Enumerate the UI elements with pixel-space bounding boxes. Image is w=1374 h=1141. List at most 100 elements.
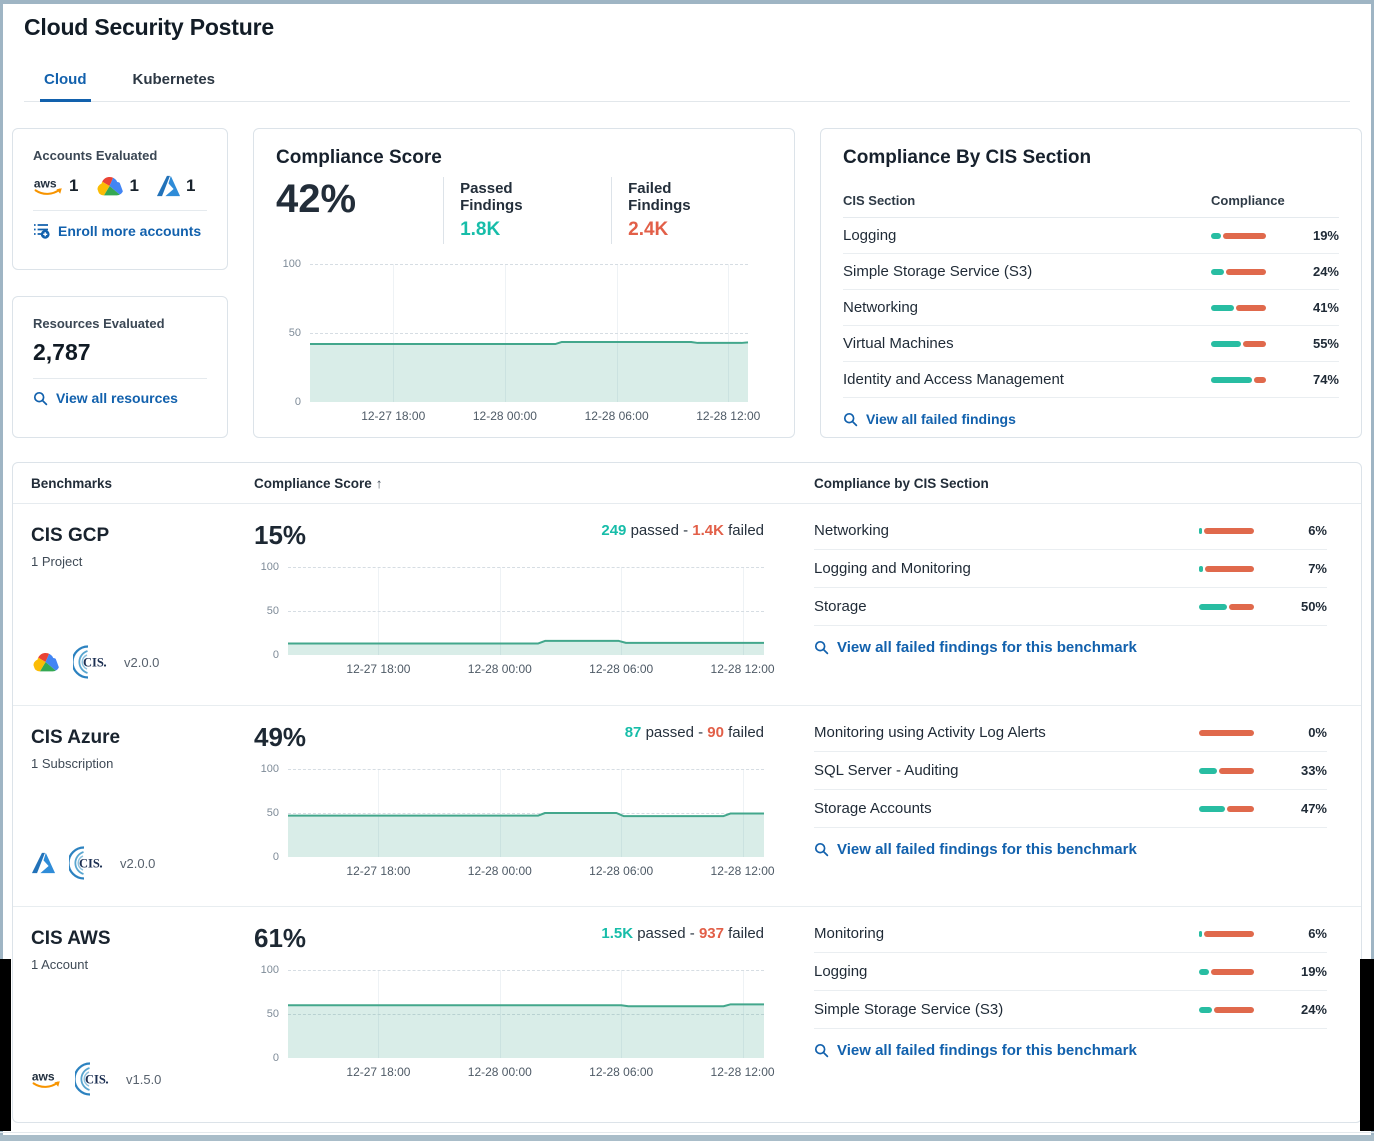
- benchmark-score: 61%: [254, 923, 307, 953]
- svg-text:CIS: CIS: [85, 1073, 106, 1087]
- benchmark-section-row: Networking 6%: [814, 512, 1327, 550]
- benchmark-section-row: Storage 50%: [814, 588, 1327, 626]
- compliance-bar: [1199, 805, 1254, 812]
- compliance-bar: [1211, 304, 1266, 311]
- benchmark-name: CIS AWS: [31, 928, 111, 949]
- aws-count: 1: [69, 176, 79, 195]
- compliance-score-title: Compliance Score: [276, 147, 442, 168]
- window-bottom-border: [0, 1135, 1374, 1141]
- search-icon: [814, 842, 829, 857]
- benchmark-section-row: Logging and Monitoring 7%: [814, 550, 1327, 588]
- benchmark-pass-fail: 249 passed - 1.4K failed: [601, 522, 764, 539]
- enroll-more-accounts-link[interactable]: Enroll more accounts: [33, 222, 207, 239]
- compliance-score-card: Compliance Score 42% Passed Findings 1.8…: [253, 128, 795, 438]
- benchmark-score: 15%: [254, 520, 307, 550]
- failed-findings-value: 2.4K: [628, 219, 669, 240]
- view-all-failed-findings-link[interactable]: View all failed findings: [843, 411, 1339, 427]
- compliance-bar: [1199, 527, 1254, 534]
- benchmark-version: v2.0.0: [124, 654, 160, 670]
- screen-edge-artifact-right: [1360, 959, 1374, 1131]
- passed-findings-value: 1.8K: [460, 219, 501, 240]
- cis-section-row-iam: Identity and Access Management 74%: [843, 362, 1339, 398]
- svg-text:CIS: CIS: [83, 656, 104, 670]
- cis-benchmark-logo-icon: CIS: [75, 1060, 113, 1098]
- compliance-score-value: 42%: [276, 177, 357, 221]
- compliance-bar: [1199, 603, 1254, 610]
- cis-benchmark-logo-icon: CIS: [69, 844, 107, 882]
- benchmark-row-cis-gcp: CIS GCP 1 Project CIS v2.0.0 15%: [13, 504, 1361, 705]
- compliance-bar: [1199, 729, 1254, 736]
- svg-text:CIS: CIS: [79, 857, 100, 871]
- aws-account-count: aws 1: [33, 176, 79, 197]
- compliance-bar: [1199, 1006, 1254, 1013]
- resources-evaluated-card: Resources Evaluated 2,787 View all resou…: [12, 296, 228, 438]
- aws-logo-icon: aws: [33, 176, 64, 197]
- compliance-bar: [1211, 376, 1266, 383]
- benchmark-score: 49%: [254, 722, 307, 752]
- benchmark-scope: 1 Subscription: [31, 756, 114, 771]
- benchmark-scope: 1 Project: [31, 554, 83, 569]
- view-failed-findings-benchmark-link[interactable]: View all failed findings for this benchm…: [814, 841, 1327, 858]
- passed-findings-label: Passed Findings: [460, 180, 523, 214]
- compliance-by-cis-section-card: Compliance By CIS Section CIS Section Co…: [820, 128, 1362, 438]
- view-failed-findings-benchmark-link[interactable]: View all failed findings for this benchm…: [814, 1042, 1327, 1059]
- page-header: Cloud Security Posture Cloud Kubernetes: [0, 0, 1374, 102]
- bottom-hairline: [0, 1132, 1374, 1133]
- benchmark-version: v1.5.0: [126, 1071, 162, 1087]
- main-content: Accounts Evaluated aws 1 1: [0, 102, 1374, 1123]
- failed-findings-label: Failed Findings: [628, 180, 691, 214]
- cis-table-header: CIS Section Compliance: [843, 185, 1339, 218]
- benchmarks-column-header: Benchmarks: [31, 476, 113, 491]
- benchmark-section-row: SQL Server - Auditing 33%: [814, 752, 1327, 790]
- passed-findings-stat: Passed Findings 1.8K: [443, 177, 553, 244]
- compliance-bar: [1199, 968, 1254, 975]
- tab-cloud[interactable]: Cloud: [40, 63, 91, 102]
- benchmark-section-row: Storage Accounts 47%: [814, 790, 1327, 828]
- resources-evaluated-count: 2,787: [33, 339, 91, 365]
- cis-azure-trend-chart: 100 50 0 12-27 18:00 12-28 00:00 12-28 06:00 1…: [260, 763, 775, 878]
- tab-kubernetes[interactable]: Kubernetes: [132, 71, 216, 88]
- cis-benchmark-logo-icon: CIS: [73, 643, 111, 681]
- search-icon: [843, 412, 858, 427]
- svg-text:aws: aws: [32, 1069, 55, 1083]
- compliance-bar: [1199, 930, 1254, 937]
- benchmark-section-row: Monitoring using Activity Log Alerts 0%: [814, 714, 1327, 752]
- enroll-accounts-icon: [33, 222, 50, 239]
- azure-logo-icon: [31, 852, 56, 874]
- benchmark-row-cis-aws: CIS AWS 1 Account aws CIS v1.5.0 61% 1.5…: [13, 906, 1361, 1122]
- cis-section-row-virtual-machines: Virtual Machines 55%: [843, 326, 1339, 362]
- screen-edge-artifact-left: [0, 959, 11, 1131]
- compliance-score-trend-chart: 100 50 0 12-27 18:00 12-28 00:00 12-28 06:00 1…: [282, 258, 761, 423]
- search-icon: [814, 1043, 829, 1058]
- view-failed-findings-benchmark-link[interactable]: View all failed findings for this benchm…: [814, 639, 1327, 656]
- compliance-bar: [1211, 232, 1266, 239]
- compliance-by-cis-section-column-header: Compliance by CIS Section: [814, 476, 989, 491]
- search-icon: [33, 391, 48, 406]
- cis-section-row-networking: Networking 41%: [843, 290, 1339, 326]
- benchmark-name: CIS GCP: [31, 525, 110, 546]
- gcp-logo-icon: [95, 174, 124, 198]
- tab-bar: Cloud Kubernetes: [24, 63, 1350, 102]
- benchmark-section-row: Monitoring 6%: [814, 915, 1327, 953]
- view-all-resources-link[interactable]: View all resources: [33, 390, 207, 406]
- compliance-column-header: Compliance: [1211, 193, 1285, 208]
- cis-section-column-header: CIS Section: [843, 193, 916, 208]
- compliance-score-column-header[interactable]: Compliance Score ↑: [254, 476, 383, 491]
- benchmark-version: v2.0.0: [120, 855, 156, 871]
- resources-evaluated-title: Resources Evaluated: [33, 316, 165, 331]
- divider: [33, 210, 207, 211]
- sort-ascending-icon: ↑: [375, 476, 383, 491]
- compliance-by-cis-section-title: Compliance By CIS Section: [843, 147, 1092, 168]
- cis-aws-trend-chart: 100 50 0 12-27 18:00 12-28 00:00 12-28 06:00 1…: [260, 964, 775, 1079]
- accounts-evaluated-title: Accounts Evaluated: [33, 148, 158, 163]
- compliance-bar: [1211, 268, 1266, 275]
- benchmark-section-row: Logging 19%: [814, 953, 1327, 991]
- divider: [33, 378, 207, 379]
- benchmark-section-row: Simple Storage Service (S3) 24%: [814, 991, 1327, 1029]
- accounts-evaluated-card: Accounts Evaluated aws 1 1: [12, 128, 228, 270]
- gcp-count: 1: [129, 176, 139, 195]
- cis-section-row-logging: Logging 19%: [843, 218, 1339, 254]
- benchmarks-table-header: Benchmarks Compliance Score ↑ Compliance …: [13, 463, 1361, 504]
- aws-logo-icon: aws: [31, 1069, 62, 1090]
- benchmarks-table: Benchmarks Compliance Score ↑ Compliance …: [12, 462, 1362, 1123]
